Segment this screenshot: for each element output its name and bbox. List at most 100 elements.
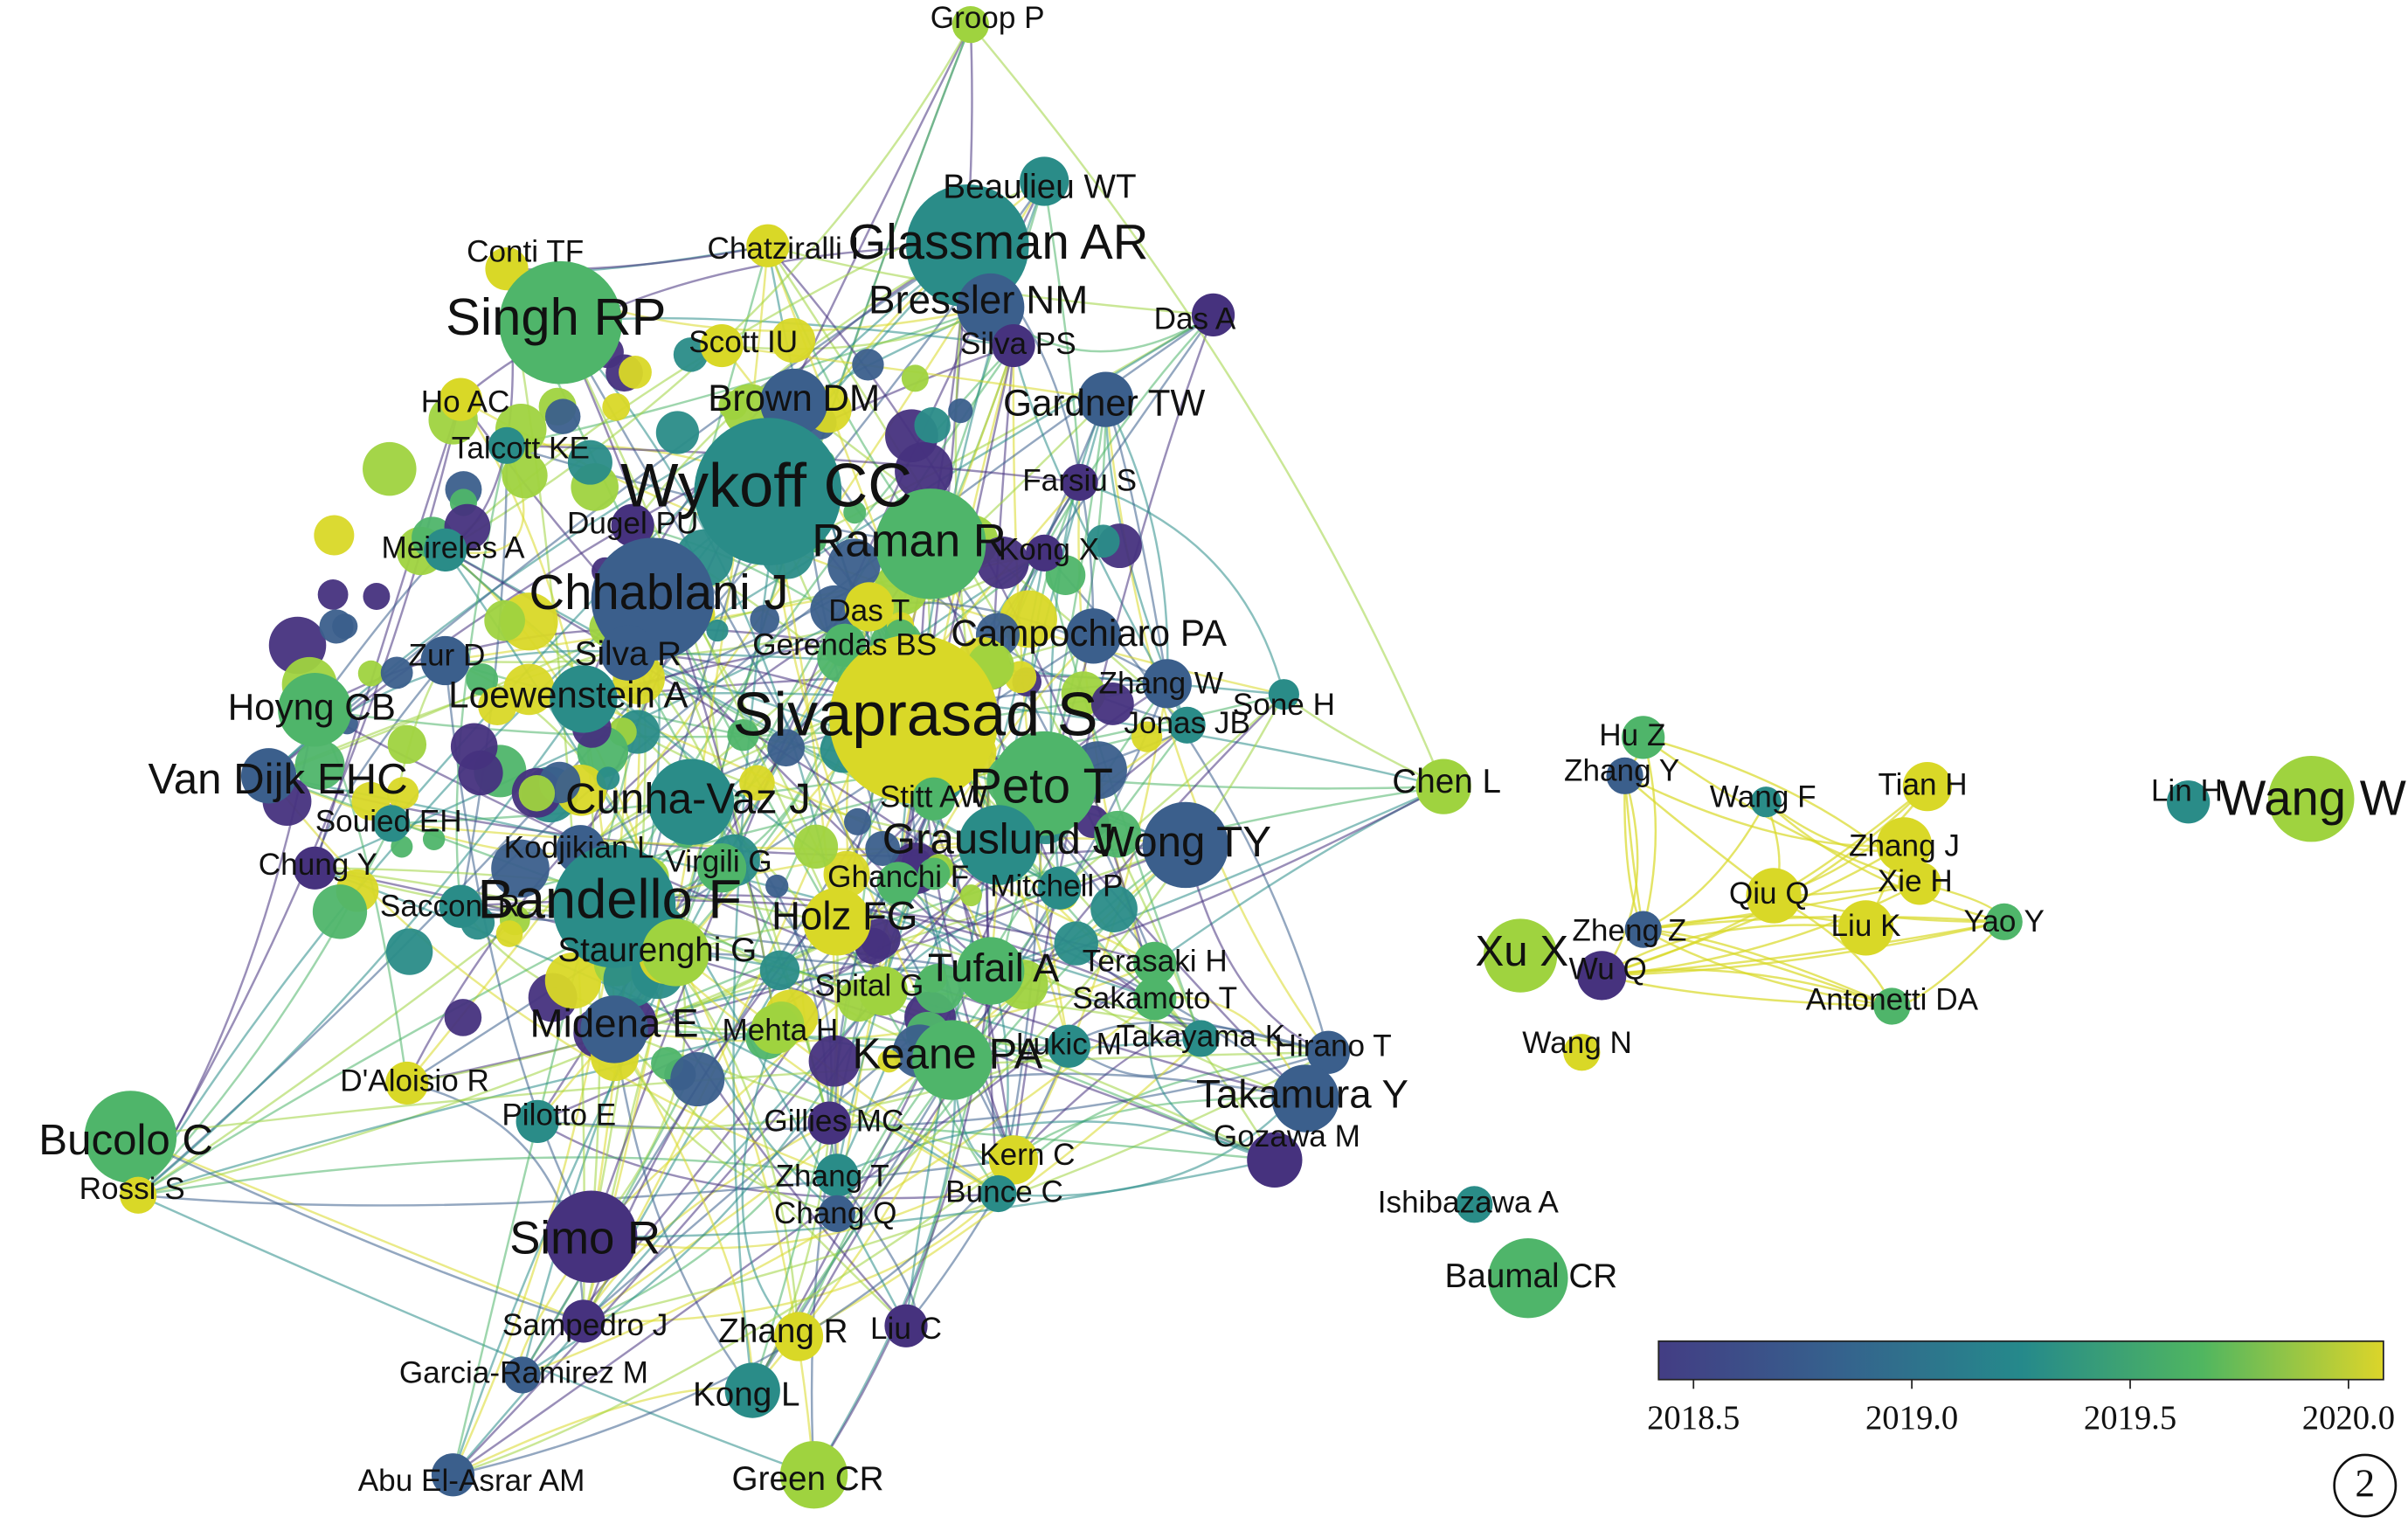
node [912,777,956,821]
edge [1068,1021,1329,1054]
minor-node [544,952,602,1009]
node [807,1101,851,1145]
node-label: Tian H [1878,767,1967,801]
node-label: Singh RP [446,287,666,346]
node [815,1153,859,1197]
node [1837,900,1894,956]
node-label: Cunha-Vaz J [565,775,811,823]
node [694,418,842,565]
minor-node [843,501,867,524]
edge [591,1159,1276,1238]
minor-node [750,605,780,634]
node-label: Van Dijk EHC [149,755,408,803]
edge [1104,398,1330,1054]
edge [405,180,1046,1084]
node-label: Spital G [814,969,924,1003]
node [1133,941,1177,985]
node-label: Peto T [969,759,1113,814]
node [516,1099,559,1143]
node-label: Lukic M [1016,1028,1122,1062]
edge [1765,800,2005,924]
node-label: Terasaki H [1083,945,1228,979]
node-label: Mehta H [722,1014,838,1048]
edge [990,786,1444,973]
node [1306,1030,1350,1074]
node-label: Hirano T [1275,1029,1392,1063]
node-label: Kong X [999,532,1099,566]
minor-node [877,1049,901,1073]
edge [1642,736,1920,885]
node [1415,759,1471,814]
minor-node [317,579,349,610]
minor-node [386,777,419,809]
edge [137,1156,838,1196]
node-label: Zhang T [776,1160,889,1194]
tick-label: 2019.5 [2084,1400,2176,1437]
node-label: Wang N [1522,1026,1632,1060]
edge [1643,928,1892,1008]
node [751,1004,800,1055]
node [1142,801,1229,889]
minor-node [363,441,417,496]
edge [1184,844,1329,1054]
node [779,1441,848,1509]
node-label: Dugel PU [567,507,698,541]
node-label: Gerendas BS [752,627,937,662]
node-label: Pilotto E [502,1098,616,1132]
node-label: Stitt AW [880,779,988,814]
minor-node [1090,682,1134,725]
node [552,844,676,968]
node [988,1135,1039,1185]
node [858,966,908,1016]
node [550,665,618,733]
minor-node [759,950,800,991]
node-label: Campochiaro PA [951,613,1227,654]
minor-node [502,453,548,499]
minor-node [466,663,499,696]
node-label: D'Aloisio R [340,1064,489,1098]
minor-node [655,411,700,454]
node-label: Bunce C [945,1174,1063,1209]
minor-node [793,824,839,869]
node-label: Wu Q [1569,952,1647,986]
node [1182,1020,1220,1057]
node-label: Bressler NM [868,277,1088,322]
node-label: Antonetti DA [1806,983,1979,1017]
node [120,1176,157,1214]
node-label: Hu Z [1599,718,1665,752]
node-label: Hoyng CB [228,686,396,727]
node-label: Kodjikian L [504,830,654,864]
node-label: Grauslund J [882,814,1114,862]
node-label: Midena E [530,1001,699,1045]
edge [452,653,630,1476]
node [1026,534,1063,572]
node [958,805,1039,885]
minor-node [444,999,482,1036]
node [611,503,654,547]
node-label: Tufail A [928,946,1060,990]
tick-label: 2020.0 [2302,1400,2395,1437]
minor-node [767,729,806,767]
node [957,273,1025,342]
minor-node [895,441,953,501]
minor-node [1131,721,1163,752]
node [1898,862,1941,905]
tick-label: 2018.5 [1647,1400,1740,1437]
edge [613,551,1045,908]
node-label: Wang F [1710,779,1816,814]
edge [138,1159,1014,1207]
node [373,805,411,842]
node [2167,780,2211,824]
minor-node [765,874,789,898]
node [875,488,986,599]
node [499,260,622,384]
edge [1643,915,2004,931]
node-label: Takamura Y [1196,1071,1408,1116]
node-label: Bandello F [478,869,742,930]
minor-node [914,407,951,444]
node-label: Raman R [812,515,1007,566]
minor-node [363,583,391,610]
node [1563,1034,1601,1071]
minor-node [319,609,354,644]
